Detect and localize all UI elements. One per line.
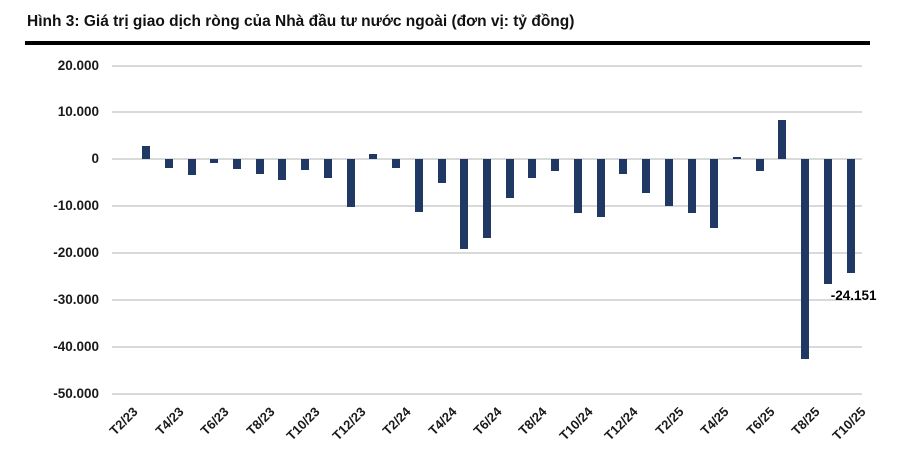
x-tick-label: T8/24 [515, 404, 551, 439]
bar [642, 159, 651, 194]
bar [551, 159, 560, 171]
gridline [112, 299, 862, 302]
bar [414, 159, 423, 212]
figure-title: Hình 3: Giá trị giao dịch ròng của Nhà đ… [27, 13, 575, 30]
y-tick-label: -20.000 [53, 245, 99, 261]
bar [210, 159, 219, 163]
bar [233, 159, 241, 170]
title-underline [25, 41, 870, 45]
bar [823, 159, 832, 285]
bar [369, 154, 378, 160]
x-tick-label: T12/23 [328, 404, 369, 444]
y-tick-label: 0 [91, 151, 99, 167]
x-tick-label: T6/24 [470, 404, 505, 439]
x-tick-label: T4/25 [697, 404, 732, 439]
bar [346, 159, 355, 208]
bar [278, 159, 287, 180]
x-tick-label: T4/23 [152, 404, 187, 439]
bar [505, 159, 514, 199]
x-tick-label: T2/25 [652, 404, 687, 439]
bar [187, 159, 196, 175]
bar [687, 159, 696, 214]
bar [573, 159, 582, 213]
bar [164, 159, 173, 168]
bar [528, 159, 537, 179]
x-tick-label: T8/25 [788, 404, 823, 439]
gridline [112, 64, 862, 67]
data-label-annotation: -24.151 [830, 288, 877, 303]
bar [619, 159, 628, 174]
bar [801, 159, 810, 360]
x-tick-label: T12/24 [601, 404, 641, 444]
y-tick-label: -40.000 [53, 339, 99, 355]
bar [778, 120, 787, 160]
bar [710, 159, 719, 229]
y-tick-label: -10.000 [53, 198, 99, 214]
bar [733, 157, 741, 160]
y-tick-label: 10.000 [57, 104, 99, 120]
bar [323, 159, 332, 178]
bar [142, 146, 151, 160]
x-tick-label: T6/23 [197, 404, 232, 439]
bar [846, 159, 855, 273]
x-tick-label: T10/23 [283, 404, 323, 444]
x-tick-label: T2/24 [379, 404, 414, 439]
y-tick-label: 20.000 [57, 57, 99, 73]
y-tick-label: -50.000 [53, 386, 99, 401]
gridline [112, 393, 862, 395]
x-tick-label: T10/25 [828, 404, 869, 444]
x-tick-label: T4/24 [425, 404, 460, 439]
bar [664, 159, 673, 207]
bar [255, 159, 264, 175]
bar [301, 159, 310, 171]
bar [483, 159, 491, 239]
bar [392, 159, 401, 168]
gridline [112, 252, 862, 255]
x-tick-label: T6/25 [743, 404, 778, 439]
gridline [112, 111, 862, 114]
bar [460, 159, 469, 250]
bar [596, 159, 605, 217]
gridline [112, 346, 862, 349]
x-tick-label: T8/23 [243, 404, 278, 439]
x-tick-label: T10/24 [556, 404, 596, 444]
y-tick-label: -30.000 [53, 292, 99, 308]
bar [437, 159, 446, 184]
bar [755, 159, 764, 171]
x-tick-label: T2/23 [106, 404, 141, 439]
